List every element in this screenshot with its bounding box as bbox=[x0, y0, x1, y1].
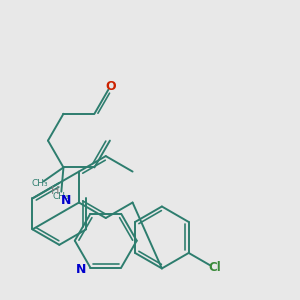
Text: CH₃: CH₃ bbox=[32, 179, 48, 188]
Text: H: H bbox=[50, 187, 59, 196]
Text: Cl: Cl bbox=[208, 261, 221, 274]
Text: CH₃: CH₃ bbox=[52, 192, 69, 201]
Text: N: N bbox=[76, 263, 87, 276]
Text: N: N bbox=[61, 194, 71, 207]
Text: O: O bbox=[105, 80, 116, 92]
